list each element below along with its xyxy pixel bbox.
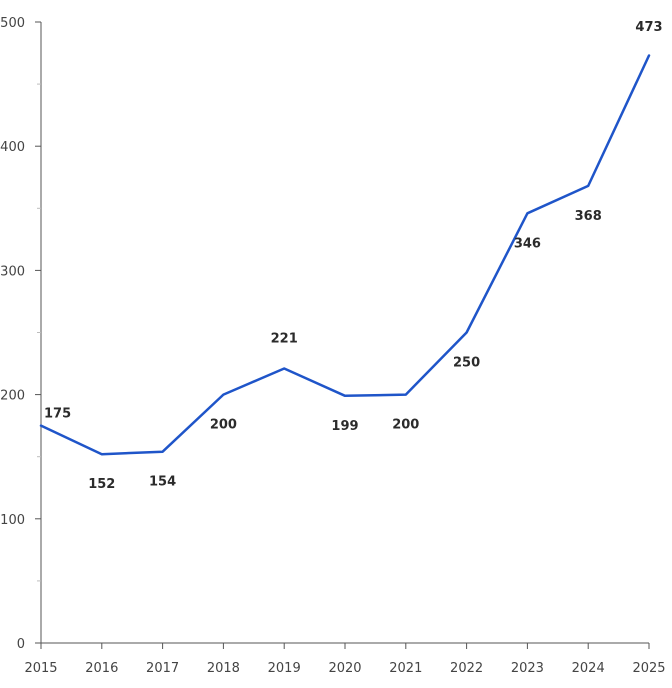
series-line [39,54,651,456]
x-tick-label: 2022 [450,661,483,676]
x-tick-label: 2015 [24,661,57,676]
data-label: 200 [210,418,237,433]
y-tick-label: 200 [0,389,25,404]
data-label: 473 [635,20,662,35]
axes [40,22,649,644]
x-tick-label: 2017 [146,661,179,676]
data-label: 200 [392,418,419,433]
data-label: 199 [331,419,358,434]
x-tick-label: 2021 [389,661,422,676]
x-tick-label: 2023 [511,661,544,676]
x-tick-label: 2025 [632,661,665,676]
x-tick-label: 2018 [207,661,240,676]
data-label: 152 [88,477,115,492]
y-tick-label: 500 [0,16,25,31]
data-label: 154 [149,475,176,490]
y-tick-label: 100 [0,513,25,528]
data-label: 221 [271,332,298,347]
y-tick-label: 300 [0,264,25,279]
y-tick-label: 400 [0,140,25,155]
x-tick-label: 2016 [85,661,118,676]
x-ticks: 2015 2016 2017 2018 2019 2020 2021 2022 2023 2024… [24,643,666,676]
series-group [39,54,651,456]
data-labels: 175 152 154 200 221 199 200 250 346 368 473 [44,20,663,492]
data-label: 250 [453,356,480,371]
data-label: 346 [514,236,541,251]
y-ticks: 0 100 200 300 400 500 [0,16,41,652]
x-tick-label: 2019 [268,661,301,676]
x-tick-label: 2024 [572,661,605,676]
x-tick-label: 2020 [328,661,361,676]
data-label: 368 [575,209,602,224]
y-tick-label: 0 [17,637,25,652]
data-label: 175 [44,407,71,422]
